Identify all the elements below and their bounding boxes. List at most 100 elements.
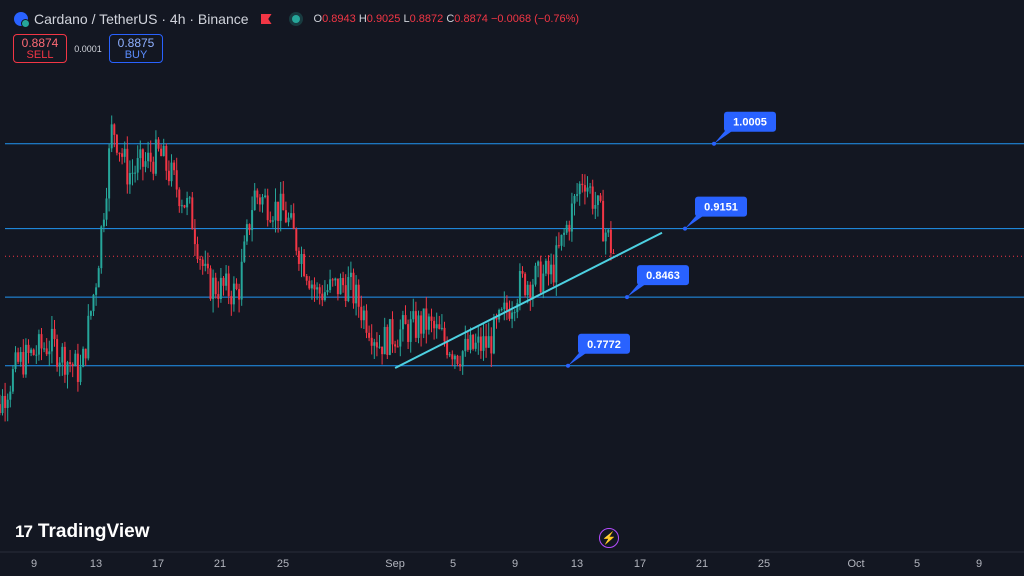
candle-body: [544, 260, 547, 274]
candle-body: [401, 315, 404, 330]
candle-body: [552, 264, 555, 283]
candle-body: [71, 364, 74, 367]
candle-body: [508, 310, 511, 319]
candle-body: [295, 229, 298, 251]
symbol-title[interactable]: Cardano / TetherUS · 4h · Binance: [34, 11, 249, 27]
x-tick-label: 9: [976, 558, 982, 570]
sell-button[interactable]: 0.8874 SELL: [13, 34, 67, 63]
candle-body: [487, 336, 490, 348]
x-tick-label: 17: [634, 558, 646, 570]
candle-body: [342, 278, 345, 286]
candle-body: [482, 336, 485, 351]
tradingview-wordmark: TradingView: [37, 521, 150, 542]
x-tick-label: Sep: [385, 558, 405, 570]
candle-body: [19, 352, 22, 362]
x-tick-label: 21: [696, 558, 708, 570]
candle-body: [128, 173, 131, 185]
candle-body: [318, 287, 321, 294]
callout-pointer: [685, 214, 705, 229]
candle-body: [339, 278, 342, 295]
candle-body: [568, 224, 571, 232]
open-value: 0.8943: [322, 13, 356, 25]
candle-body: [225, 273, 228, 286]
candle-body: [557, 245, 560, 247]
candle-body: [191, 197, 194, 230]
candle-body: [48, 351, 51, 355]
candle-body: [383, 326, 386, 355]
level-label-box: [724, 111, 776, 132]
candle-body: [217, 294, 220, 299]
candle-body: [24, 344, 27, 375]
candle-body: [362, 310, 365, 321]
cardano-coin-icon: [14, 12, 30, 28]
candle-body: [313, 284, 316, 290]
x-tick-label: 9: [31, 558, 37, 570]
candle-body: [144, 161, 147, 167]
level-label-box: [578, 333, 630, 354]
candle-body: [492, 317, 495, 354]
candle-body: [474, 342, 477, 349]
candle-body: [269, 220, 272, 222]
candle-body: [479, 336, 482, 351]
tradingview-logo[interactable]: 17 TradingView: [15, 521, 150, 543]
candle-body: [165, 145, 168, 171]
candle-body: [152, 161, 155, 174]
level-label-box: [695, 196, 747, 217]
candle-body: [277, 201, 280, 221]
candle-body: [6, 399, 9, 408]
x-tick-label: 25: [758, 558, 770, 570]
candle-body: [63, 346, 66, 375]
candle-body: [160, 148, 163, 157]
candle-body: [11, 369, 14, 392]
candle-body: [32, 349, 35, 355]
candle-body: [271, 220, 274, 222]
tradingview-mark-icon: 17: [15, 522, 33, 541]
flag-icon[interactable]: [260, 14, 272, 24]
candle-body: [97, 268, 100, 288]
buy-button[interactable]: 0.8875 BUY: [109, 34, 163, 63]
candle-body: [219, 277, 222, 299]
candle-body: [360, 306, 363, 321]
candle-body: [602, 200, 605, 242]
candle-body: [243, 241, 246, 262]
candle-body: [477, 336, 480, 343]
candle-body: [513, 312, 516, 314]
lightning-icon[interactable]: ⚡: [599, 528, 619, 548]
candle-body: [542, 273, 545, 293]
candle-body: [100, 226, 103, 269]
candle-body: [443, 327, 446, 342]
candle-body: [173, 162, 176, 171]
candle-body: [604, 232, 607, 242]
candle-body: [347, 277, 350, 302]
candle-body: [105, 198, 108, 220]
ohlc-values: O0.8943 H0.9025 L0.8872 C0.8874 −0.0068 …: [313, 13, 580, 25]
candle-body: [448, 354, 451, 356]
candle-body: [240, 261, 243, 300]
candle-body: [430, 316, 433, 321]
candle-body: [404, 315, 407, 325]
candle-body: [563, 232, 566, 235]
candle-body: [407, 324, 410, 342]
candle-body: [1, 395, 4, 414]
candle-body: [464, 338, 467, 352]
candle-body: [149, 152, 152, 162]
x-tick-label: 5: [914, 558, 920, 570]
candle-body: [565, 224, 568, 233]
candle-body: [178, 189, 181, 207]
candle-body: [388, 319, 391, 355]
candle-body: [297, 250, 300, 264]
candle-body: [167, 170, 170, 182]
candle-body: [43, 348, 46, 350]
candle-body: [290, 213, 293, 218]
candle-body: [258, 197, 261, 205]
candle-body: [425, 308, 428, 330]
candle-body: [446, 341, 449, 356]
candle-body: [141, 149, 144, 167]
candle-body: [89, 311, 92, 316]
candle-body: [300, 254, 303, 264]
level-label: 0.8463: [646, 270, 680, 282]
candle-body: [266, 195, 269, 221]
candle-body: [238, 289, 241, 300]
candle-body: [591, 186, 594, 209]
